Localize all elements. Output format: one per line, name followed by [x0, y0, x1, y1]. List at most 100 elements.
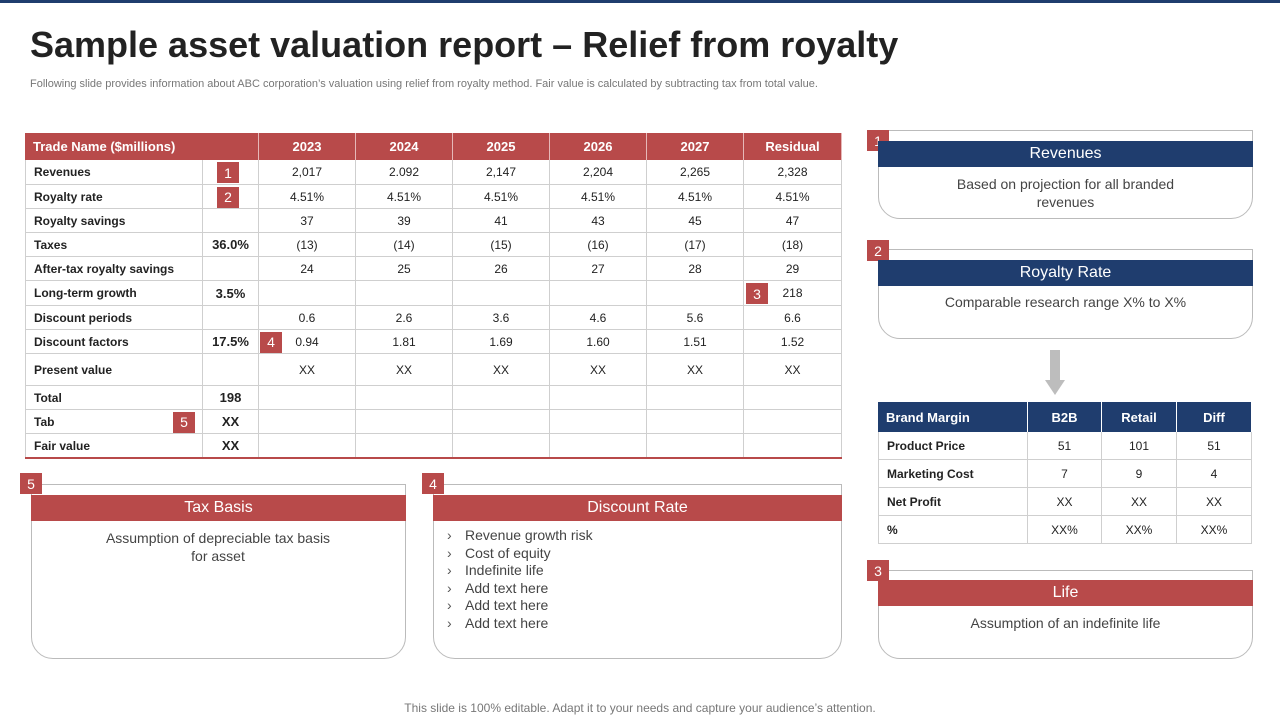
- table-cell: [203, 160, 259, 185]
- card-box: [31, 484, 406, 659]
- card-title: Tax Basis: [31, 495, 406, 521]
- table-cell: 39: [356, 209, 453, 233]
- table-header-cell: 2023: [259, 133, 356, 160]
- table-cell: [744, 434, 842, 458]
- table-cell: 0.6: [259, 306, 356, 330]
- table-cell: 2,147: [453, 160, 550, 185]
- table-cell: XX: [1177, 488, 1252, 516]
- table-cell: (17): [647, 233, 744, 257]
- table-cell: 4: [1177, 460, 1252, 488]
- card-box: [878, 249, 1253, 339]
- table-cell: (13): [259, 233, 356, 257]
- table-cell: 7: [1028, 460, 1102, 488]
- top-bar: [0, 0, 1280, 3]
- bullet-item: Add text here: [447, 615, 548, 631]
- table-cell: 51: [1177, 432, 1252, 460]
- table-bottom-line: [25, 457, 842, 459]
- table-cell: 29: [744, 257, 842, 281]
- badge: 3: [867, 560, 889, 581]
- table-cell: 28: [647, 257, 744, 281]
- table-cell: XX: [550, 354, 647, 386]
- table-cell: [356, 386, 453, 410]
- table-cell: Discount factors: [25, 330, 203, 354]
- table-cell: 2.092: [356, 160, 453, 185]
- table-header-cell: Retail: [1102, 402, 1177, 432]
- table-cell: %: [878, 516, 1028, 544]
- table-cell: Marketing Cost: [878, 460, 1028, 488]
- table-cell: [550, 434, 647, 458]
- table-cell: 218: [744, 281, 842, 306]
- table-header-cell: Trade Name ($millions): [25, 133, 259, 160]
- table-cell: 4.6: [550, 306, 647, 330]
- table-cell: Net Profit: [878, 488, 1028, 516]
- table-cell: (18): [744, 233, 842, 257]
- table-header-cell: 2025: [453, 133, 550, 160]
- table-cell: Long-term growth: [25, 281, 203, 306]
- table-cell: 37: [259, 209, 356, 233]
- table-cell: 4.51%: [453, 185, 550, 209]
- table-cell: [259, 410, 356, 434]
- table-cell: [356, 410, 453, 434]
- arrow-shaft: [1050, 350, 1060, 380]
- table-cell: [453, 281, 550, 306]
- table-cell: Tab: [25, 410, 203, 434]
- table-cell: 1.52: [744, 330, 842, 354]
- badge: 4: [260, 331, 282, 353]
- table-cell: [356, 434, 453, 458]
- table-cell: Product Price: [878, 432, 1028, 460]
- table-cell: XX%: [1028, 516, 1102, 544]
- table-cell: [203, 185, 259, 209]
- table-cell: 9: [1102, 460, 1177, 488]
- table-cell: Discount periods: [25, 306, 203, 330]
- table-cell: XX: [1102, 488, 1177, 516]
- table-cell: 51: [1028, 432, 1102, 460]
- card-box: [878, 130, 1253, 219]
- table-cell: [550, 410, 647, 434]
- card-text: Assumption of depreciable tax basis for …: [105, 530, 331, 564]
- table-cell: [647, 281, 744, 306]
- table-cell: Present value: [25, 354, 203, 386]
- table-cell: XX: [453, 354, 550, 386]
- table-cell: XX: [259, 354, 356, 386]
- table-cell: 2,328: [744, 160, 842, 185]
- table-cell: 24: [259, 257, 356, 281]
- table-cell: 2,265: [647, 160, 744, 185]
- card-title: Discount Rate: [433, 495, 842, 521]
- table-cell: 4.51%: [356, 185, 453, 209]
- table-cell: Fair value: [25, 434, 203, 458]
- table-header-cell: Diff: [1177, 402, 1252, 432]
- table-cell: [203, 306, 259, 330]
- title: Sample asset valuation report – Relief f…: [30, 24, 899, 65]
- table-cell: 6.6: [744, 306, 842, 330]
- table-cell: (14): [356, 233, 453, 257]
- table-cell: 26: [453, 257, 550, 281]
- table-cell: XX: [203, 434, 259, 458]
- table-cell: XX: [647, 354, 744, 386]
- table-header-cell: 2027: [647, 133, 744, 160]
- bullet-item: Revenue growth risk: [447, 527, 593, 543]
- bullet-item: Add text here: [447, 597, 548, 613]
- table-cell: [453, 434, 550, 458]
- table-cell: 1.51: [647, 330, 744, 354]
- table-cell: 5.6: [647, 306, 744, 330]
- table-cell: [550, 386, 647, 410]
- table-cell: [647, 386, 744, 410]
- badge: 4: [422, 473, 444, 494]
- card-title: Revenues: [878, 141, 1253, 167]
- table-cell: XX: [744, 354, 842, 386]
- badge: 1: [217, 162, 239, 183]
- table-cell: 17.5%: [203, 330, 259, 354]
- table-cell: XX%: [1102, 516, 1177, 544]
- card-box: [433, 484, 842, 659]
- table-cell: 2.6: [356, 306, 453, 330]
- badge: 2: [217, 186, 239, 208]
- bullet-item: Indefinite life: [447, 562, 544, 578]
- card-text: Based on projection for all branded reve…: [956, 176, 1175, 210]
- table-cell: 2,017: [259, 160, 356, 185]
- table-header-cell: Brand Margin: [878, 402, 1028, 432]
- table-cell: 101: [1102, 432, 1177, 460]
- card-text: Comparable research range X% to X%: [944, 294, 1187, 310]
- table-cell: [203, 354, 259, 386]
- table-cell: [550, 281, 647, 306]
- bullet-item: Cost of equity: [447, 545, 551, 561]
